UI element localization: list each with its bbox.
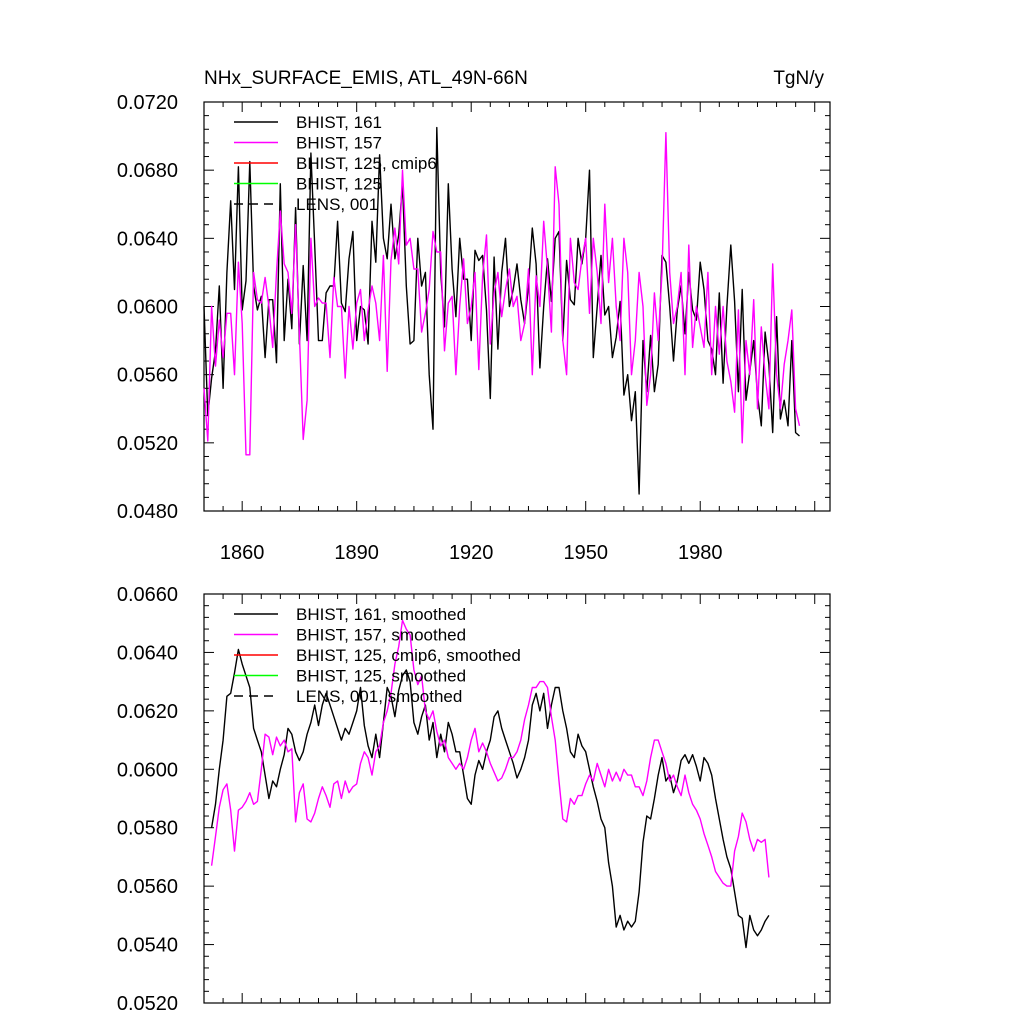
y-tick-label: 0.0580 [117,818,178,840]
units-label: TgN/y [773,68,824,89]
y-tick-label: 0.0660 [117,584,178,606]
y-tick-label: 0.0640 [117,642,178,664]
series-line-1 [203,126,800,495]
panel-1: 0.0480 0.0520 0.0560 0.0600 0.0640 0.0680 0.07… [117,68,831,564]
legend-label: BHIST, 125, cmip6, smoothed [296,646,521,665]
series-line-2 [203,131,801,456]
legend-label: BHIST, 161, smoothed [296,605,466,624]
legend-label: BHIST, 125, cmip6 [296,154,437,173]
y-tick-label: 0.0680 [117,160,178,182]
y-tick-label: 0.0540 [117,935,178,957]
y-tick-label: 0.0600 [117,759,178,781]
legend-label: BHIST, 157 [296,134,382,153]
y-tick-label: 0.0640 [117,228,178,250]
series-line-2 [210,619,770,887]
y-tick-label: 0.0560 [117,876,178,898]
y-tick-label: 0.0720 [117,92,178,114]
x-tick-label: 1920 [449,542,494,564]
y-tick-label: 0.0480 [117,501,178,523]
y-tick-label: 0.0600 [117,297,178,319]
legend-label: BHIST, 157, smoothed [296,626,466,645]
y-tick-label: 0.0520 [117,993,178,1015]
plot-frame [203,593,831,1004]
legend-label: BHIST, 125, smoothed [296,667,466,686]
x-tick-label: 1860 [220,542,265,564]
y-tick-label: 0.0620 [117,701,178,723]
y-tick-label: 0.0520 [117,433,178,455]
legend-label: LENS, 001, smoothed [296,687,462,706]
legend-label: BHIST, 125 [296,175,382,194]
legend-label: BHIST, 161 [296,113,382,132]
panel-2: 0.0520 0.0540 0.0560 0.0580 0.0600 0.0620 0.06… [117,584,831,1015]
chart-title: NHx_SURFACE_EMIS, ATL_49N-66N [204,68,528,89]
legend-label: LENS, 001 [296,195,378,214]
x-tick-label: 1980 [678,542,723,564]
x-tick-label: 1890 [334,542,379,564]
y-tick-label: 0.0560 [117,365,178,387]
x-tick-label: 1950 [563,542,608,564]
